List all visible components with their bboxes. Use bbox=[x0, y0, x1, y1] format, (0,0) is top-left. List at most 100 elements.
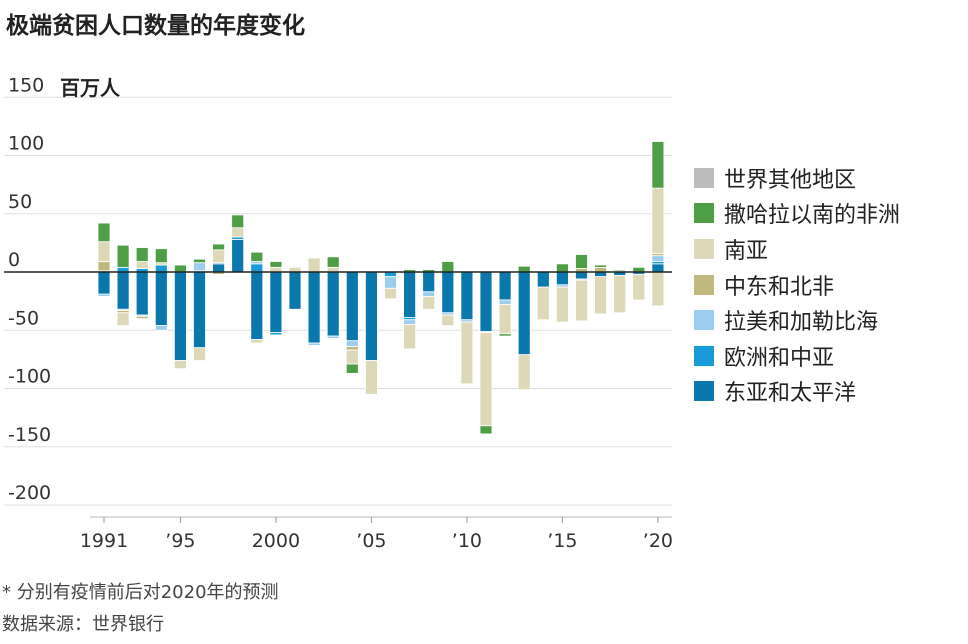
bar-segment bbox=[403, 324, 417, 350]
x-tick-label: ’95 bbox=[165, 530, 195, 552]
legend-swatch bbox=[694, 345, 714, 366]
legend-label: 东亚和太平洋 bbox=[724, 381, 857, 407]
bar-segment bbox=[173, 360, 187, 370]
x-tick-label: ’05 bbox=[356, 530, 386, 552]
bar-segment bbox=[460, 271, 474, 321]
bar-segment bbox=[154, 271, 168, 326]
bar-segment bbox=[536, 271, 550, 288]
bar-segment bbox=[632, 273, 646, 301]
bar-segment bbox=[422, 271, 436, 293]
bar-segment bbox=[345, 346, 359, 351]
bar-segment bbox=[575, 254, 588, 269]
bar-segment bbox=[97, 222, 111, 243]
bar-segment bbox=[212, 263, 226, 273]
bar-segment bbox=[594, 264, 607, 268]
legend-item: 东亚和太平洋 bbox=[694, 374, 900, 410]
bar-segment bbox=[479, 332, 493, 427]
chart-title: 极端贫困人口数量的年度变化 bbox=[6, 13, 305, 39]
bar-segment bbox=[307, 271, 321, 344]
bar-segment bbox=[422, 291, 436, 297]
bar-segment bbox=[173, 271, 187, 361]
bar-segment bbox=[269, 271, 283, 333]
bar-segment bbox=[116, 271, 130, 310]
footnote: * 分别有疫情前后对2020年的预测 bbox=[2, 582, 279, 603]
bar-segment bbox=[250, 271, 264, 340]
bar-segment bbox=[97, 293, 111, 297]
legend-label: 世界其他地区 bbox=[724, 167, 857, 193]
bar-segment bbox=[193, 262, 206, 272]
bar-segment bbox=[326, 335, 340, 339]
bar-segment bbox=[250, 251, 264, 262]
bar-segment bbox=[345, 271, 359, 342]
bar-segment bbox=[594, 276, 607, 315]
legend-swatch bbox=[694, 238, 714, 259]
y-tick-label: -100 bbox=[8, 366, 51, 388]
bar-segment bbox=[651, 271, 665, 307]
bar-segment bbox=[135, 261, 149, 269]
bar-segment bbox=[173, 264, 187, 273]
legend-label: 中东和北非 bbox=[724, 274, 835, 300]
bar-segment bbox=[536, 286, 550, 321]
bar-segment bbox=[212, 249, 226, 264]
legend-swatch bbox=[694, 274, 714, 295]
bar-segment bbox=[651, 187, 665, 254]
bar-segment bbox=[154, 248, 168, 264]
bar-segment bbox=[403, 319, 417, 325]
bar-segment bbox=[288, 271, 302, 310]
bar-segment bbox=[116, 312, 130, 326]
legend-item: 拉美和加勒比海 bbox=[694, 302, 900, 338]
bar-segment bbox=[307, 257, 321, 273]
bar-segment bbox=[556, 271, 569, 286]
bar-segment bbox=[384, 276, 397, 289]
bar-segment bbox=[345, 363, 359, 374]
bar-segment bbox=[441, 314, 455, 326]
bar-segment bbox=[403, 271, 417, 318]
bar-segment bbox=[384, 287, 397, 300]
legend-item: 欧洲和中亚 bbox=[694, 338, 900, 374]
legend-swatch bbox=[694, 381, 714, 402]
bar-segment bbox=[97, 241, 111, 262]
legend-label: 拉美和加勒比海 bbox=[724, 310, 879, 336]
bar-segment bbox=[154, 264, 168, 273]
bar-segment bbox=[364, 360, 378, 395]
bar-segment bbox=[135, 271, 149, 316]
legend-item: 南亚 bbox=[694, 231, 900, 267]
bar-segment bbox=[231, 214, 245, 229]
bar-segment bbox=[498, 299, 512, 306]
bar-segment bbox=[135, 315, 149, 319]
bar-segment bbox=[193, 271, 206, 349]
bar-segment bbox=[575, 271, 588, 280]
legend-item: 世界其他地区 bbox=[694, 160, 900, 196]
bar-segment bbox=[326, 271, 340, 337]
bar-segment bbox=[364, 271, 378, 361]
bar-segment bbox=[441, 261, 455, 273]
bar-segment bbox=[231, 227, 245, 238]
bar-segment bbox=[460, 321, 474, 385]
bar-segment bbox=[193, 258, 206, 264]
y-tick-label: 0 bbox=[8, 249, 20, 271]
legend-swatch bbox=[694, 310, 714, 331]
legend-label: 南亚 bbox=[724, 238, 769, 264]
legend-swatch bbox=[694, 203, 714, 224]
x-tick-label: ’10 bbox=[452, 530, 482, 552]
bar-segment bbox=[556, 263, 569, 273]
bar-segment bbox=[269, 261, 283, 268]
legend-item: 中东和北非 bbox=[694, 267, 900, 303]
y-unit-label: 百万人 bbox=[60, 76, 120, 100]
chart-legend: 世界其他地区撒哈拉以南的非洲 南亚中东和北非拉美和加勒比海 欧洲和中亚东亚和太平洋 bbox=[694, 160, 900, 409]
bar-segment bbox=[517, 271, 531, 356]
bar-segment bbox=[498, 271, 512, 301]
legend-label: 撒哈拉以南的非洲 bbox=[724, 203, 901, 229]
legend-swatch bbox=[694, 167, 714, 188]
bar-segment bbox=[345, 340, 359, 347]
bar-segment bbox=[269, 332, 283, 336]
bar-segment bbox=[651, 141, 665, 189]
y-tick-label: -150 bbox=[8, 424, 51, 446]
bar-segment bbox=[498, 333, 512, 337]
y-tick-label: 100 bbox=[8, 133, 44, 155]
bar-segment bbox=[613, 275, 627, 314]
legend-item: 撒哈拉以南的非洲 bbox=[694, 196, 900, 232]
bar-segment bbox=[498, 304, 512, 335]
